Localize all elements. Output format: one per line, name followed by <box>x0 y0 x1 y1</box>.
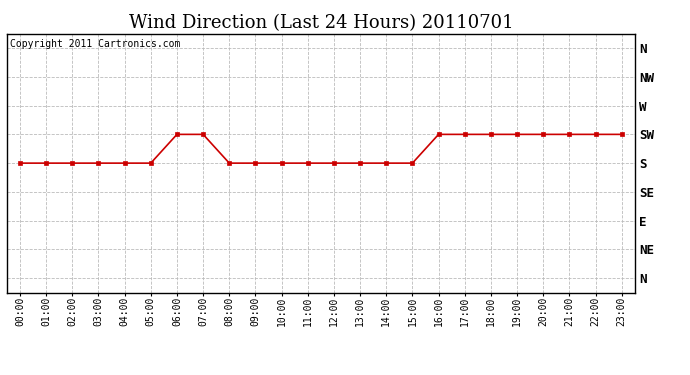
Text: Copyright 2011 Cartronics.com: Copyright 2011 Cartronics.com <box>10 39 180 49</box>
Title: Wind Direction (Last 24 Hours) 20110701: Wind Direction (Last 24 Hours) 20110701 <box>128 14 513 32</box>
